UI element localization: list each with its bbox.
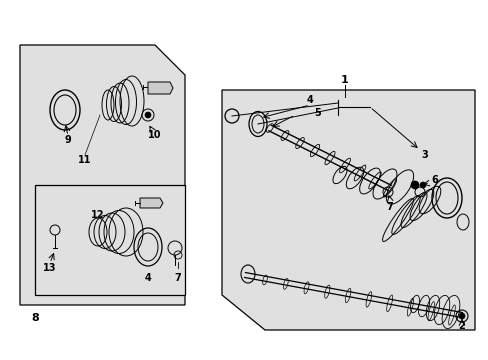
Text: 12: 12 [91, 210, 104, 220]
Circle shape [145, 112, 151, 118]
Circle shape [410, 181, 418, 189]
Text: 6: 6 [431, 175, 437, 185]
Ellipse shape [248, 112, 266, 136]
Text: 7: 7 [174, 273, 181, 283]
Text: 4: 4 [306, 95, 313, 105]
Text: 1: 1 [341, 75, 348, 85]
Text: 10: 10 [148, 130, 162, 140]
Text: 5: 5 [314, 108, 321, 118]
Ellipse shape [431, 178, 461, 218]
Bar [35, 185, 184, 295]
Text: 13: 13 [43, 263, 57, 273]
Text: 11: 11 [78, 155, 92, 165]
Circle shape [458, 313, 464, 319]
Text: 8: 8 [31, 313, 39, 323]
Text: 3: 3 [421, 150, 427, 160]
Text: 2: 2 [458, 321, 465, 331]
Text: 9: 9 [64, 135, 71, 145]
Polygon shape [222, 90, 474, 330]
Text: 4: 4 [144, 273, 151, 283]
Polygon shape [20, 45, 184, 305]
Circle shape [419, 182, 425, 188]
Text: 7: 7 [386, 202, 392, 212]
Polygon shape [140, 198, 163, 208]
Polygon shape [148, 82, 173, 94]
